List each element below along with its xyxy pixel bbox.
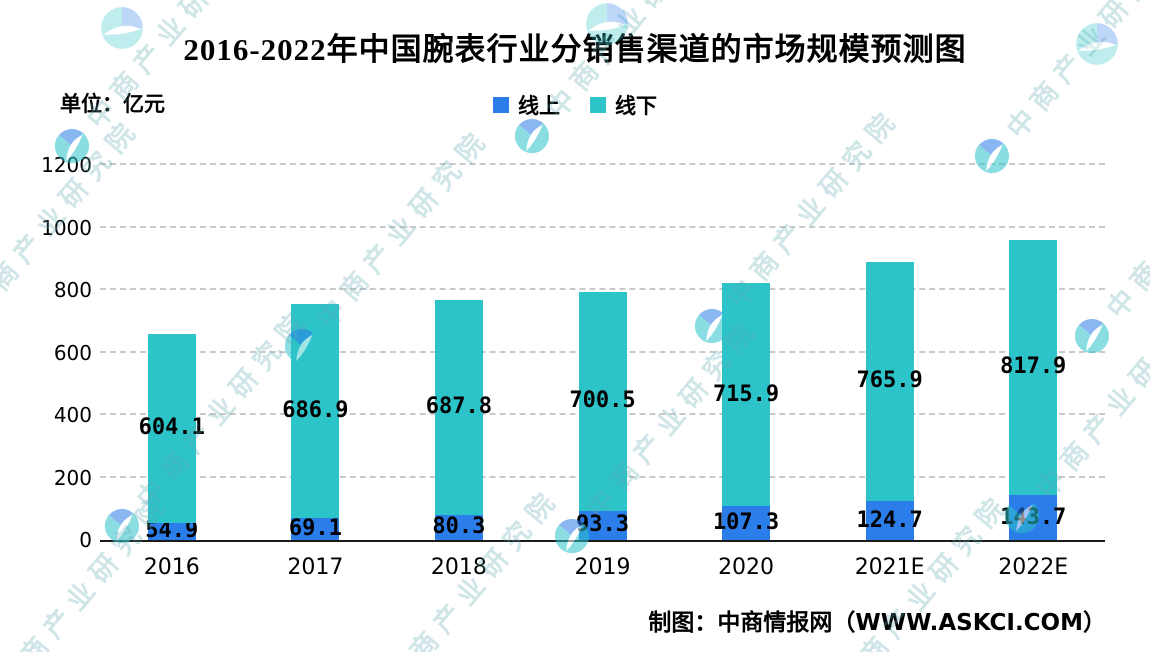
x-category-label: 2020 xyxy=(718,555,775,580)
bar-segment-online xyxy=(865,501,914,540)
value-label-offline: 715.9 xyxy=(712,381,780,407)
gridline xyxy=(100,288,1105,290)
y-tick-label: 600 xyxy=(53,340,92,365)
bar-segment-offline xyxy=(1009,239,1058,496)
bar-segment-online xyxy=(722,506,771,540)
y-tick-label: 200 xyxy=(53,465,92,490)
x-category-label: 2018 xyxy=(430,555,487,580)
legend-swatch-icon xyxy=(590,97,606,113)
legend: 线上 线下 xyxy=(0,90,1150,120)
y-axis-tick-labels: 0 200 400 600 800 1000 1200 xyxy=(18,153,92,552)
x-category-label: 2019 xyxy=(574,555,631,580)
value-label-online: 93.3 xyxy=(576,512,629,538)
value-label-online: 107.3 xyxy=(712,510,780,536)
bar-segment-online xyxy=(147,522,196,540)
x-category-label: 2022E xyxy=(998,555,1069,580)
bar-segment-offline xyxy=(722,282,771,507)
value-label-online: 80.3 xyxy=(432,514,486,540)
value-label-offline: 765.9 xyxy=(856,368,923,394)
bar-segment-offline xyxy=(578,291,627,511)
y-tick-label: 800 xyxy=(53,278,92,302)
gridline xyxy=(100,225,1105,228)
x-category-label: 2017 xyxy=(287,555,344,580)
value-label-offline: 817.9 xyxy=(1000,354,1067,380)
bar-segment-offline xyxy=(147,334,196,523)
plot-area: 54.9 604.1 69.1 686.9 80.3 687.8 93.3 700.5 107.… xyxy=(100,163,1105,543)
legend-swatch-icon xyxy=(493,97,509,113)
value-label-offline: 604.1 xyxy=(138,415,205,441)
value-label-offline: 686.9 xyxy=(282,398,349,424)
bar-segment-online xyxy=(291,518,340,540)
value-label-offline: 687.8 xyxy=(425,394,493,420)
chart-title: 2016-2022年中国腕表行业分销售渠道的市场规模预测图 xyxy=(183,32,967,67)
x-category-label: 2021E xyxy=(854,555,925,580)
watermark-text: 中商产业研究院 xyxy=(1001,0,1150,145)
value-label-offline: 700.5 xyxy=(569,388,636,414)
y-tick-label: 0 xyxy=(79,528,92,552)
y-tick-label: 1200 xyxy=(41,153,92,177)
legend-label: 线上 xyxy=(518,94,560,118)
bar-segment-online xyxy=(434,514,483,540)
value-label-online: 69.1 xyxy=(288,516,342,542)
x-category-label: 2016 xyxy=(143,555,200,580)
unit-label: 单位：亿元 xyxy=(60,92,165,116)
value-label-online: 124.7 xyxy=(856,507,923,533)
bar-segment-offline xyxy=(434,299,483,515)
y-tick-label: 400 xyxy=(53,403,92,427)
y-tick-label: 1000 xyxy=(41,215,92,240)
x-axis-labels: 2016 2017 2018 2019 2020 2021E 2022E xyxy=(100,555,1105,587)
x-axis-line xyxy=(100,540,1105,542)
legend-label: 线下 xyxy=(615,94,657,118)
legend-item-offline: 线下 xyxy=(590,90,657,120)
source-credit: 制图：中商情报网（WWW.ASKCI.COM） xyxy=(648,610,1106,636)
gridline xyxy=(100,163,1105,165)
legend-item-online: 线上 xyxy=(493,90,560,120)
value-label-online: 143.7 xyxy=(1000,504,1067,530)
bar-segment-offline xyxy=(865,261,914,502)
